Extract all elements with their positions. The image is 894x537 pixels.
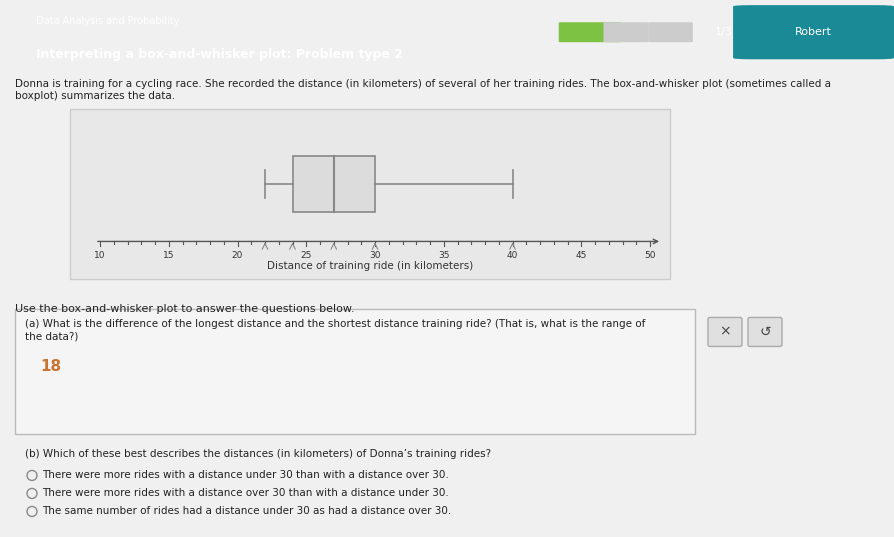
FancyBboxPatch shape (748, 317, 782, 346)
Text: 18: 18 (40, 359, 61, 374)
Text: 30: 30 (369, 251, 381, 260)
FancyBboxPatch shape (559, 22, 621, 42)
Text: 15: 15 (163, 251, 174, 260)
Text: There were more rides with a distance over 30 than with a distance under 30.: There were more rides with a distance ov… (42, 489, 449, 498)
Text: 35: 35 (438, 251, 450, 260)
Text: 25: 25 (300, 251, 312, 260)
FancyBboxPatch shape (648, 22, 693, 42)
Text: 50: 50 (645, 251, 656, 260)
Text: Distance of training ride (in kilometers): Distance of training ride (in kilometers… (267, 262, 473, 271)
Text: 45: 45 (576, 251, 587, 260)
Text: Use the box-and-whisker plot to answer the questions below.: Use the box-and-whisker plot to answer t… (15, 304, 355, 315)
Text: 1/3: 1/3 (715, 27, 733, 37)
FancyBboxPatch shape (603, 22, 648, 42)
Text: There were more rides with a distance under 30 than with a distance over 30.: There were more rides with a distance un… (42, 470, 449, 481)
FancyBboxPatch shape (733, 5, 894, 59)
Text: Robert: Robert (795, 27, 832, 37)
Text: ↺: ↺ (759, 324, 771, 338)
Text: Data Analysis and Probability: Data Analysis and Probability (36, 16, 180, 26)
FancyBboxPatch shape (708, 317, 742, 346)
Text: 20: 20 (232, 251, 243, 260)
Text: (a) What is the difference of the longest distance and the shortest distance tra: (a) What is the difference of the longes… (25, 320, 645, 341)
FancyBboxPatch shape (70, 110, 670, 279)
Text: (b) Which of these best describes the distances (in kilometers) of Donna’s train: (b) Which of these best describes the di… (25, 449, 491, 460)
Text: Donna is training for a cycling race. She recorded the distance (in kilometers) : Donna is training for a cycling race. Sh… (15, 79, 831, 101)
Text: ×: × (719, 324, 730, 338)
FancyBboxPatch shape (15, 309, 695, 434)
Text: 40: 40 (507, 251, 519, 260)
Text: 10: 10 (94, 251, 105, 260)
Text: The same number of rides had a distance under 30 as had a distance over 30.: The same number of rides had a distance … (42, 506, 451, 517)
Text: Interpreting a box-and-whisker plot: Problem type 2: Interpreting a box-and-whisker plot: Pro… (36, 48, 403, 61)
Bar (292, 156, 375, 213)
FancyArrowPatch shape (97, 239, 658, 244)
